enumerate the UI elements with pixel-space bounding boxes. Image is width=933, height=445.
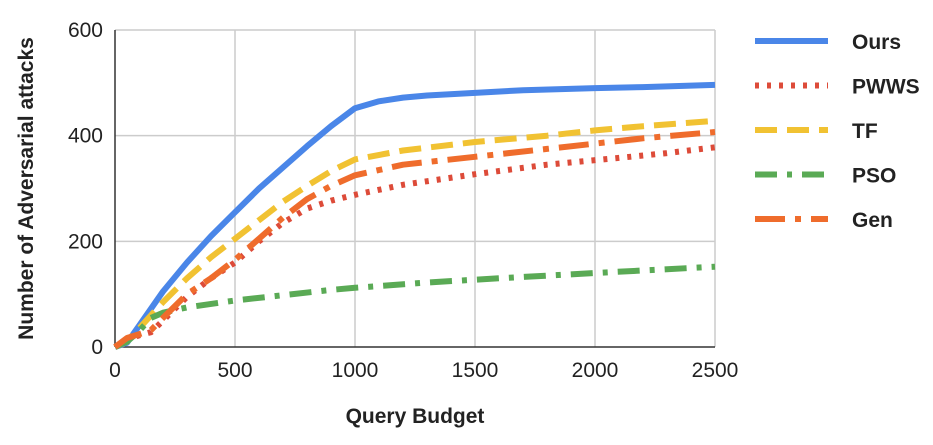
series-group [113,81,716,350]
x-tick-label: 0 [109,359,121,382]
series-line-ours [114,81,716,350]
y-tick-label: 200 [68,230,103,253]
y-tick-label: 600 [68,19,103,42]
legend-label-gen: Gen [852,209,893,232]
series-line-tf [113,117,716,350]
x-tick-label: 500 [217,359,252,382]
y-axis-title: Number of Adversarial attacks [15,37,38,340]
series-line-pso [113,263,716,350]
axes [114,30,715,348]
legend-label-pwws: PWWS [852,76,920,99]
series-line-pwws [113,144,716,350]
y-tick-label: 0 [91,336,103,359]
legend-label-tf: TF [852,120,878,143]
grid [115,29,716,347]
x-tick-label: 1000 [332,359,379,382]
x-tick-label: 1500 [452,359,499,382]
x-tick-label: 2500 [692,359,739,382]
x-tick-label: 2000 [572,359,619,382]
x-axis-title: Query Budget [346,405,485,428]
tick-labels: 0 500 1000 1500 2000 2500 0 200 400 600 [68,19,738,382]
legend-label-pso: PSO [852,165,896,188]
series-line-gen [113,129,716,350]
y-tick-label: 400 [68,125,103,148]
legend-label-ours: Ours [852,31,901,54]
legend: Ours PWWS TF PSO Gen [755,31,920,232]
